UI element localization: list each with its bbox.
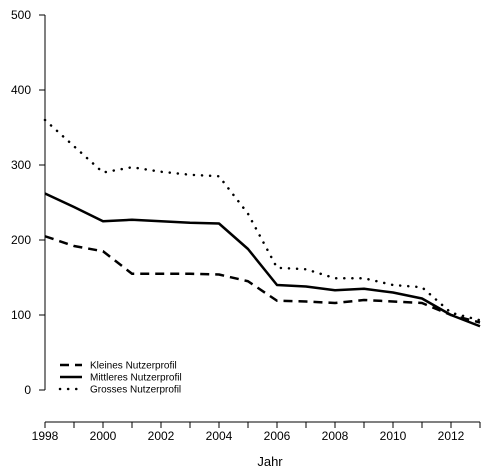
y-tick-label: 0	[24, 383, 31, 397]
y-tick-label: 200	[11, 233, 31, 247]
x-tick-label: 2010	[380, 429, 407, 443]
y-tick-label: 300	[11, 158, 31, 172]
x-tick-label: 1998	[32, 429, 59, 443]
x-tick-label: 2012	[438, 429, 465, 443]
series-line-3	[43, 118, 482, 322]
y-tick-label: 500	[11, 8, 31, 22]
legend-label: Mittleres Nutzerprofil	[90, 373, 182, 384]
axes: 0 100 200 300 400 500 1998 2000 2002 2004 2006 200…	[11, 8, 481, 443]
y-axis-ticks: 0 100 200 300 400 500	[11, 8, 45, 397]
y-tick-label: 100	[11, 308, 31, 322]
legend-label: Kleines Nutzerprofil	[90, 361, 177, 372]
legend-item: Kleines Nutzerprofil	[60, 361, 177, 372]
x-tick-label: 2008	[322, 429, 349, 443]
x-axis-ticks: 1998 2000 2002 2004 2006 2008 2010 2012	[32, 422, 481, 443]
x-tick-label: 2000	[90, 429, 117, 443]
x-tick-label: 2002	[148, 429, 175, 443]
series-line-1	[44, 235, 481, 324]
legend-label: Grosses Nutzerprofil	[90, 385, 181, 396]
series-line-2	[44, 192, 481, 328]
x-axis-title: Jahr	[257, 454, 283, 469]
y-tick-label: 400	[11, 83, 31, 97]
legend-item: Grosses Nutzerprofil	[58, 385, 181, 396]
series-lines	[43, 118, 482, 328]
legend-item: Mittleres Nutzerprofil	[60, 373, 182, 384]
x-tick-label: 2004	[206, 429, 233, 443]
x-tick-label: 2006	[264, 429, 291, 443]
